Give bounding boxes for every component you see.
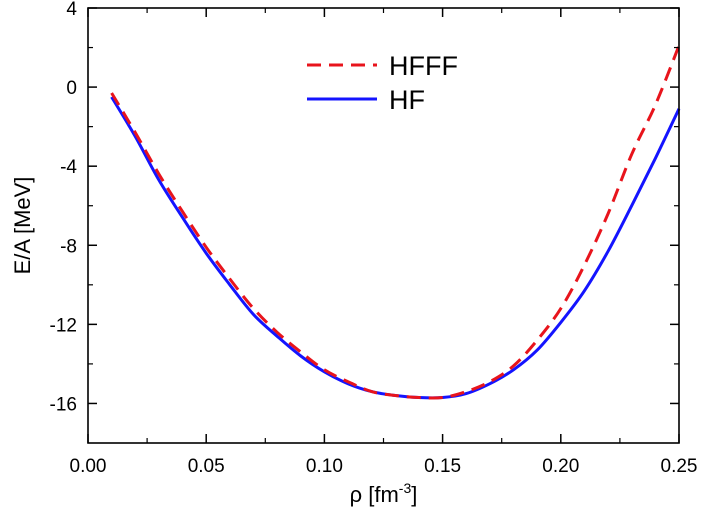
series-line-hfff [110, 45, 681, 400]
x-tick-label: 0.15 [424, 456, 461, 477]
y-tick-label: 0 [66, 78, 77, 99]
x-tick-label: 0.05 [188, 456, 225, 477]
y-tick-label: -12 [50, 315, 77, 336]
x-axis-label: ρ [fm-3] [350, 480, 418, 507]
x-axis-label-main: ρ [fm [350, 482, 399, 507]
y-tick-label: -16 [50, 394, 77, 415]
x-axis-label-suffix: ] [411, 482, 417, 507]
axis-ticks: 0.00 0.05 0.10 0.15 0.20 0.25 4 0 -4 -8 -12 -16 [50, 0, 698, 477]
x-tick-label: 0.00 [70, 456, 107, 477]
plot-area [110, 45, 681, 400]
series-line-hf [110, 96, 681, 400]
y-axis-label: E/A [MeV] [10, 177, 35, 275]
y-tick-label: -8 [60, 236, 77, 257]
x-tick-label: 0.25 [661, 456, 698, 477]
y-tick-label: -4 [60, 157, 77, 178]
legend: HFFF HF [307, 51, 458, 115]
legend-label-hf: HF [389, 85, 425, 115]
y-tick-label: 4 [66, 0, 77, 20]
legend-label-hfff: HFFF [389, 51, 458, 81]
x-tick-label: 0.10 [306, 456, 343, 477]
plot-frame [87, 7, 680, 444]
x-axis-label-superscript: -3 [399, 480, 412, 496]
x-tick-label: 0.20 [542, 456, 579, 477]
